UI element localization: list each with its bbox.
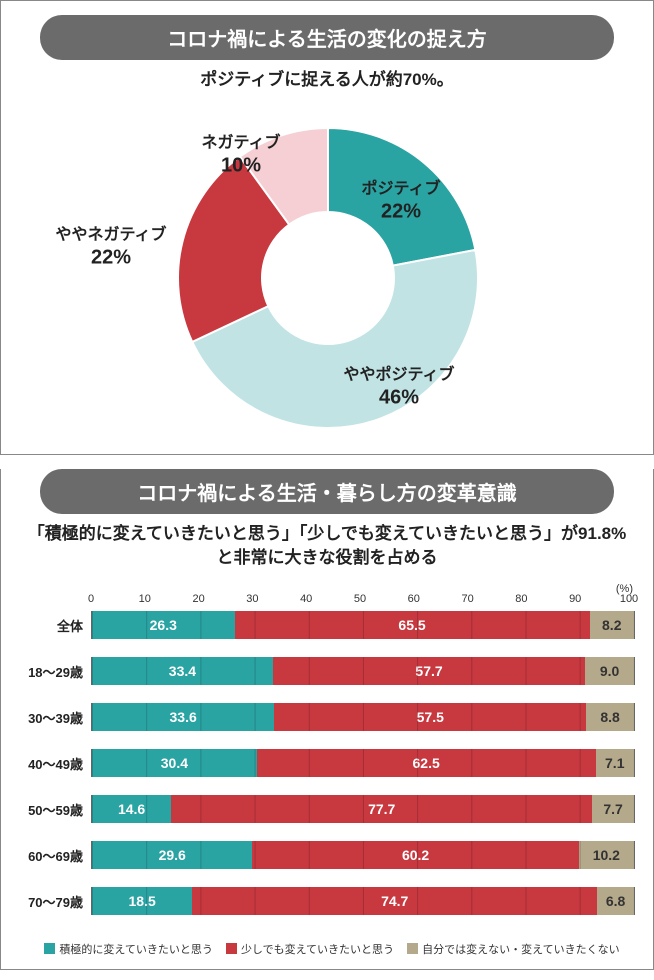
- bar-segment: 9.0: [585, 657, 634, 685]
- panel2-subtitle: 「積極的に変えていきたいと思う」「少しでも変えていきたいと思う」が91.8%と非…: [25, 522, 629, 570]
- bar-row: 50～59歳14.677.77.7: [19, 795, 635, 823]
- bar-track: 33.657.58.8: [91, 703, 635, 731]
- bar-segment: 77.7: [171, 795, 592, 823]
- x-tick: 100: [620, 593, 638, 605]
- bar-category-label: 30～39歳: [19, 708, 91, 727]
- bar-row: 60～69歳29.660.210.2: [19, 841, 635, 869]
- bar-segment: 18.5: [92, 887, 192, 915]
- legend-label-c: 自分では変えない・変えていきたくない: [422, 944, 619, 956]
- bar-track: 18.574.76.8: [91, 887, 635, 915]
- bar-segment: 14.6: [92, 795, 171, 823]
- x-axis: (%) 0102030405060708090100: [91, 585, 629, 605]
- bar-segment: 6.8: [597, 887, 634, 915]
- x-tick: 30: [246, 593, 258, 605]
- bar-segment: 30.4: [92, 749, 257, 777]
- bar-segment: 60.2: [252, 841, 578, 869]
- bar-segment: 29.6: [92, 841, 252, 869]
- donut-label: ネガティブ10%: [201, 133, 280, 178]
- x-tick: 10: [139, 593, 151, 605]
- panel1-subtitle: ポジティブに捉える人が約70%。: [25, 68, 629, 92]
- x-tick: 90: [569, 593, 581, 605]
- bar-category-label: 70～79歳: [19, 892, 91, 911]
- x-tick: 70: [461, 593, 473, 605]
- legend-swatch-a: [44, 943, 55, 954]
- bar-row: 全体26.365.58.2: [19, 611, 635, 639]
- bar-segment: 26.3: [92, 611, 235, 639]
- bar-track: 14.677.77.7: [91, 795, 635, 823]
- bar-category-label: 18～29歳: [19, 662, 91, 681]
- legend-swatch-c: [407, 943, 418, 954]
- legend-swatch-b: [226, 943, 237, 954]
- x-tick: 80: [515, 593, 527, 605]
- donut-label: ややネガティブ22%: [55, 225, 166, 270]
- x-tick: 20: [192, 593, 204, 605]
- donut-label: ポジティブ22%: [361, 179, 440, 224]
- bar-row: 40～49歳30.462.57.1: [19, 749, 635, 777]
- bar-row: 18～29歳33.457.79.0: [19, 657, 635, 685]
- x-tick: 60: [408, 593, 420, 605]
- donut-chart: ポジティブ22% ややポジティブ46% ややネガティブ22% ネガティブ10%: [1, 102, 653, 454]
- bar-segment: 65.5: [235, 611, 590, 639]
- bar-segment: 57.5: [274, 703, 586, 731]
- bar-segment: 8.8: [586, 703, 634, 731]
- stacked-bar-chart: (%) 0102030405060708090100 全体26.365.58.2…: [1, 579, 653, 937]
- bar-segment: 7.1: [596, 749, 634, 777]
- bar-segment: 8.2: [590, 611, 634, 639]
- bar-segment: 57.7: [273, 657, 585, 685]
- x-tick: 50: [354, 593, 366, 605]
- bar-segment: 62.5: [257, 749, 596, 777]
- bar-track: 29.660.210.2: [91, 841, 635, 869]
- bar-row: 30～39歳33.657.58.8: [19, 703, 635, 731]
- bar-segment: 33.4: [92, 657, 273, 685]
- legend-label-b: 少しでも変えていきたいと思う: [241, 944, 394, 956]
- x-tick: 0: [88, 593, 94, 605]
- bar-category-label: 40～49歳: [19, 754, 91, 773]
- bar-segment: 33.6: [92, 703, 274, 731]
- bar-segment: 7.7: [592, 795, 634, 823]
- bar-category-label: 全体: [19, 616, 91, 635]
- bar-category-label: 60～69歳: [19, 846, 91, 865]
- bar-segment: 74.7: [192, 887, 597, 915]
- panel2-title: コロナ禍による生活・暮らし方の変革意識: [40, 469, 614, 514]
- bar-track: 26.365.58.2: [91, 611, 635, 639]
- donut-label: ややポジティブ46%: [343, 365, 454, 410]
- panel-change-intent: コロナ禍による生活・暮らし方の変革意識 「積極的に変えていきたいと思う」「少しで…: [0, 469, 654, 971]
- legend-label-a: 積極的に変えていきたいと思う: [59, 944, 212, 956]
- bar-track: 33.457.79.0: [91, 657, 635, 685]
- bar-category-label: 50～59歳: [19, 800, 91, 819]
- bar-row: 70～79歳18.574.76.8: [19, 887, 635, 915]
- bar-track: 30.462.57.1: [91, 749, 635, 777]
- x-tick: 40: [300, 593, 312, 605]
- panel1-title: コロナ禍による生活の変化の捉え方: [40, 15, 614, 60]
- bar-segment: 10.2: [579, 841, 634, 869]
- legend: 積極的に変えていきたいと思う 少しでも変えていきたいと思う 自分では変えない・変…: [1, 937, 653, 969]
- panel-perception: コロナ禍による生活の変化の捉え方 ポジティブに捉える人が約70%。 ポジティブ2…: [0, 0, 654, 455]
